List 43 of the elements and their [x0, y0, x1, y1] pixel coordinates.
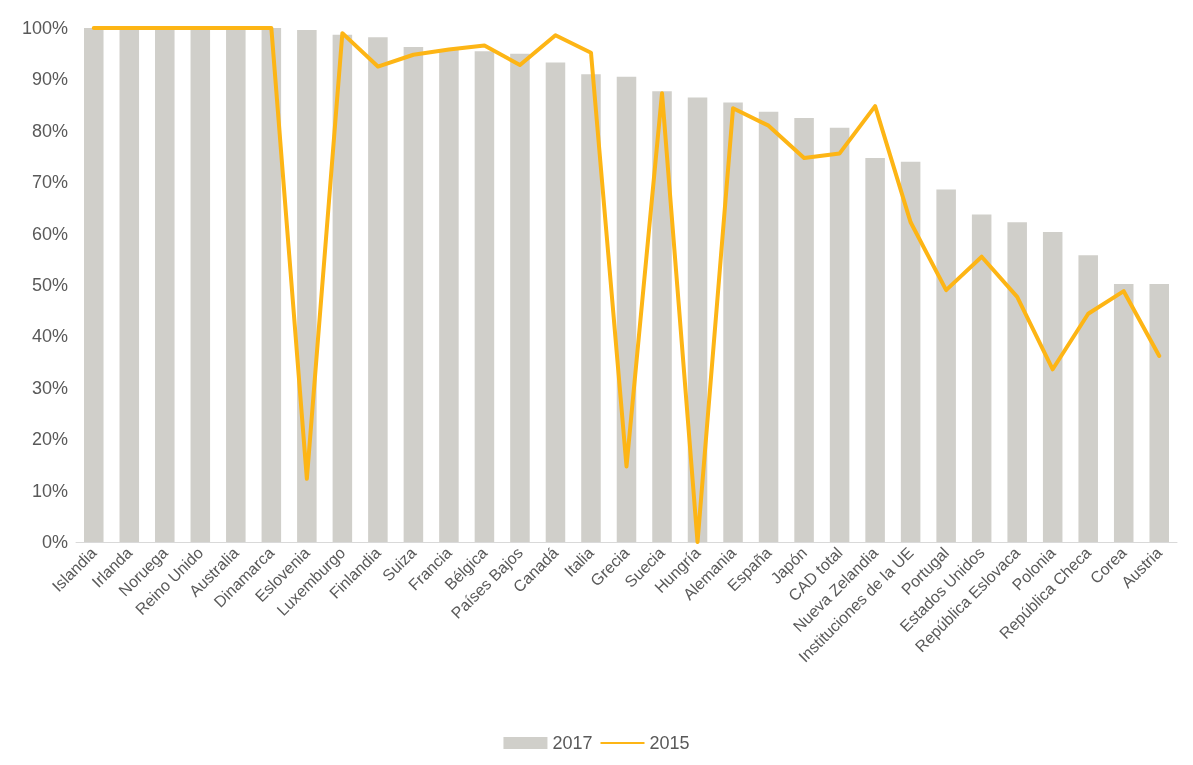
bar	[1078, 255, 1098, 542]
bar	[723, 102, 743, 542]
bar	[581, 74, 601, 542]
bar	[971, 214, 992, 542]
bar	[936, 189, 956, 542]
y-tick-label: 80%	[31, 120, 68, 141]
bar	[1007, 222, 1027, 542]
y-tick-label: 50%	[31, 275, 68, 295]
bar	[439, 50, 459, 542]
bar	[83, 28, 104, 542]
bar	[1113, 283, 1134, 542]
y-tick-label: 40%	[31, 326, 68, 347]
bar	[403, 47, 424, 542]
bar	[155, 28, 175, 542]
bar	[368, 37, 388, 542]
bar	[119, 28, 140, 542]
bar	[297, 30, 317, 542]
y-tick-label: 20%	[31, 429, 68, 450]
legend-label: 2015	[649, 733, 690, 753]
y-tick-label: 70%	[31, 172, 68, 193]
bar	[794, 117, 814, 542]
bar	[474, 51, 495, 542]
bar	[1149, 283, 1170, 542]
y-tick-label: 60%	[31, 223, 68, 244]
bar	[829, 127, 850, 542]
bar	[652, 91, 672, 542]
y-tick-label: 30%	[31, 377, 68, 398]
legend-label: 2017	[552, 733, 593, 753]
line-series	[91, 26, 1162, 544]
bar	[510, 53, 530, 542]
bar	[332, 34, 353, 542]
bar	[865, 158, 885, 542]
bar	[261, 28, 282, 542]
y-tick-label: 100%	[21, 18, 68, 38]
bar	[758, 111, 779, 542]
y-tick-label: 0%	[41, 532, 68, 552]
y-tick-label: 10%	[31, 480, 68, 501]
bar	[900, 161, 921, 542]
y-tick-label: 90%	[31, 69, 68, 90]
bar	[190, 28, 211, 542]
bar	[1042, 232, 1063, 542]
bar	[226, 28, 246, 542]
bar	[545, 62, 566, 542]
